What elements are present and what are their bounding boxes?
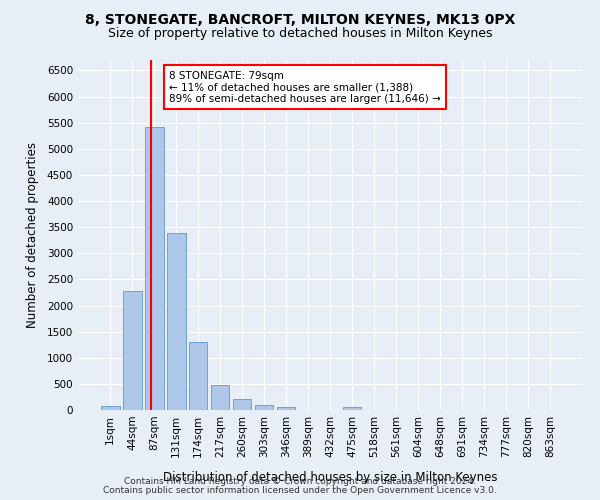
Bar: [189, 342, 208, 410]
Bar: [101, 406, 119, 410]
Bar: [233, 399, 251, 410]
Bar: [343, 407, 361, 410]
Bar: [167, 234, 185, 410]
Bar: [255, 405, 274, 410]
Text: Contains public sector information licensed under the Open Government Licence v3: Contains public sector information licen…: [103, 486, 497, 495]
Text: Size of property relative to detached houses in Milton Keynes: Size of property relative to detached ho…: [108, 28, 492, 40]
Y-axis label: Number of detached properties: Number of detached properties: [26, 142, 38, 328]
X-axis label: Distribution of detached houses by size in Milton Keynes: Distribution of detached houses by size …: [163, 471, 497, 484]
Bar: [211, 386, 229, 410]
Bar: [123, 291, 142, 410]
Text: 8, STONEGATE, BANCROFT, MILTON KEYNES, MK13 0PX: 8, STONEGATE, BANCROFT, MILTON KEYNES, M…: [85, 12, 515, 26]
Text: Contains HM Land Registry data © Crown copyright and database right 2024.: Contains HM Land Registry data © Crown c…: [124, 477, 476, 486]
Bar: [277, 407, 295, 410]
Bar: [145, 127, 164, 410]
Text: 8 STONEGATE: 79sqm
← 11% of detached houses are smaller (1,388)
89% of semi-deta: 8 STONEGATE: 79sqm ← 11% of detached hou…: [169, 70, 440, 104]
